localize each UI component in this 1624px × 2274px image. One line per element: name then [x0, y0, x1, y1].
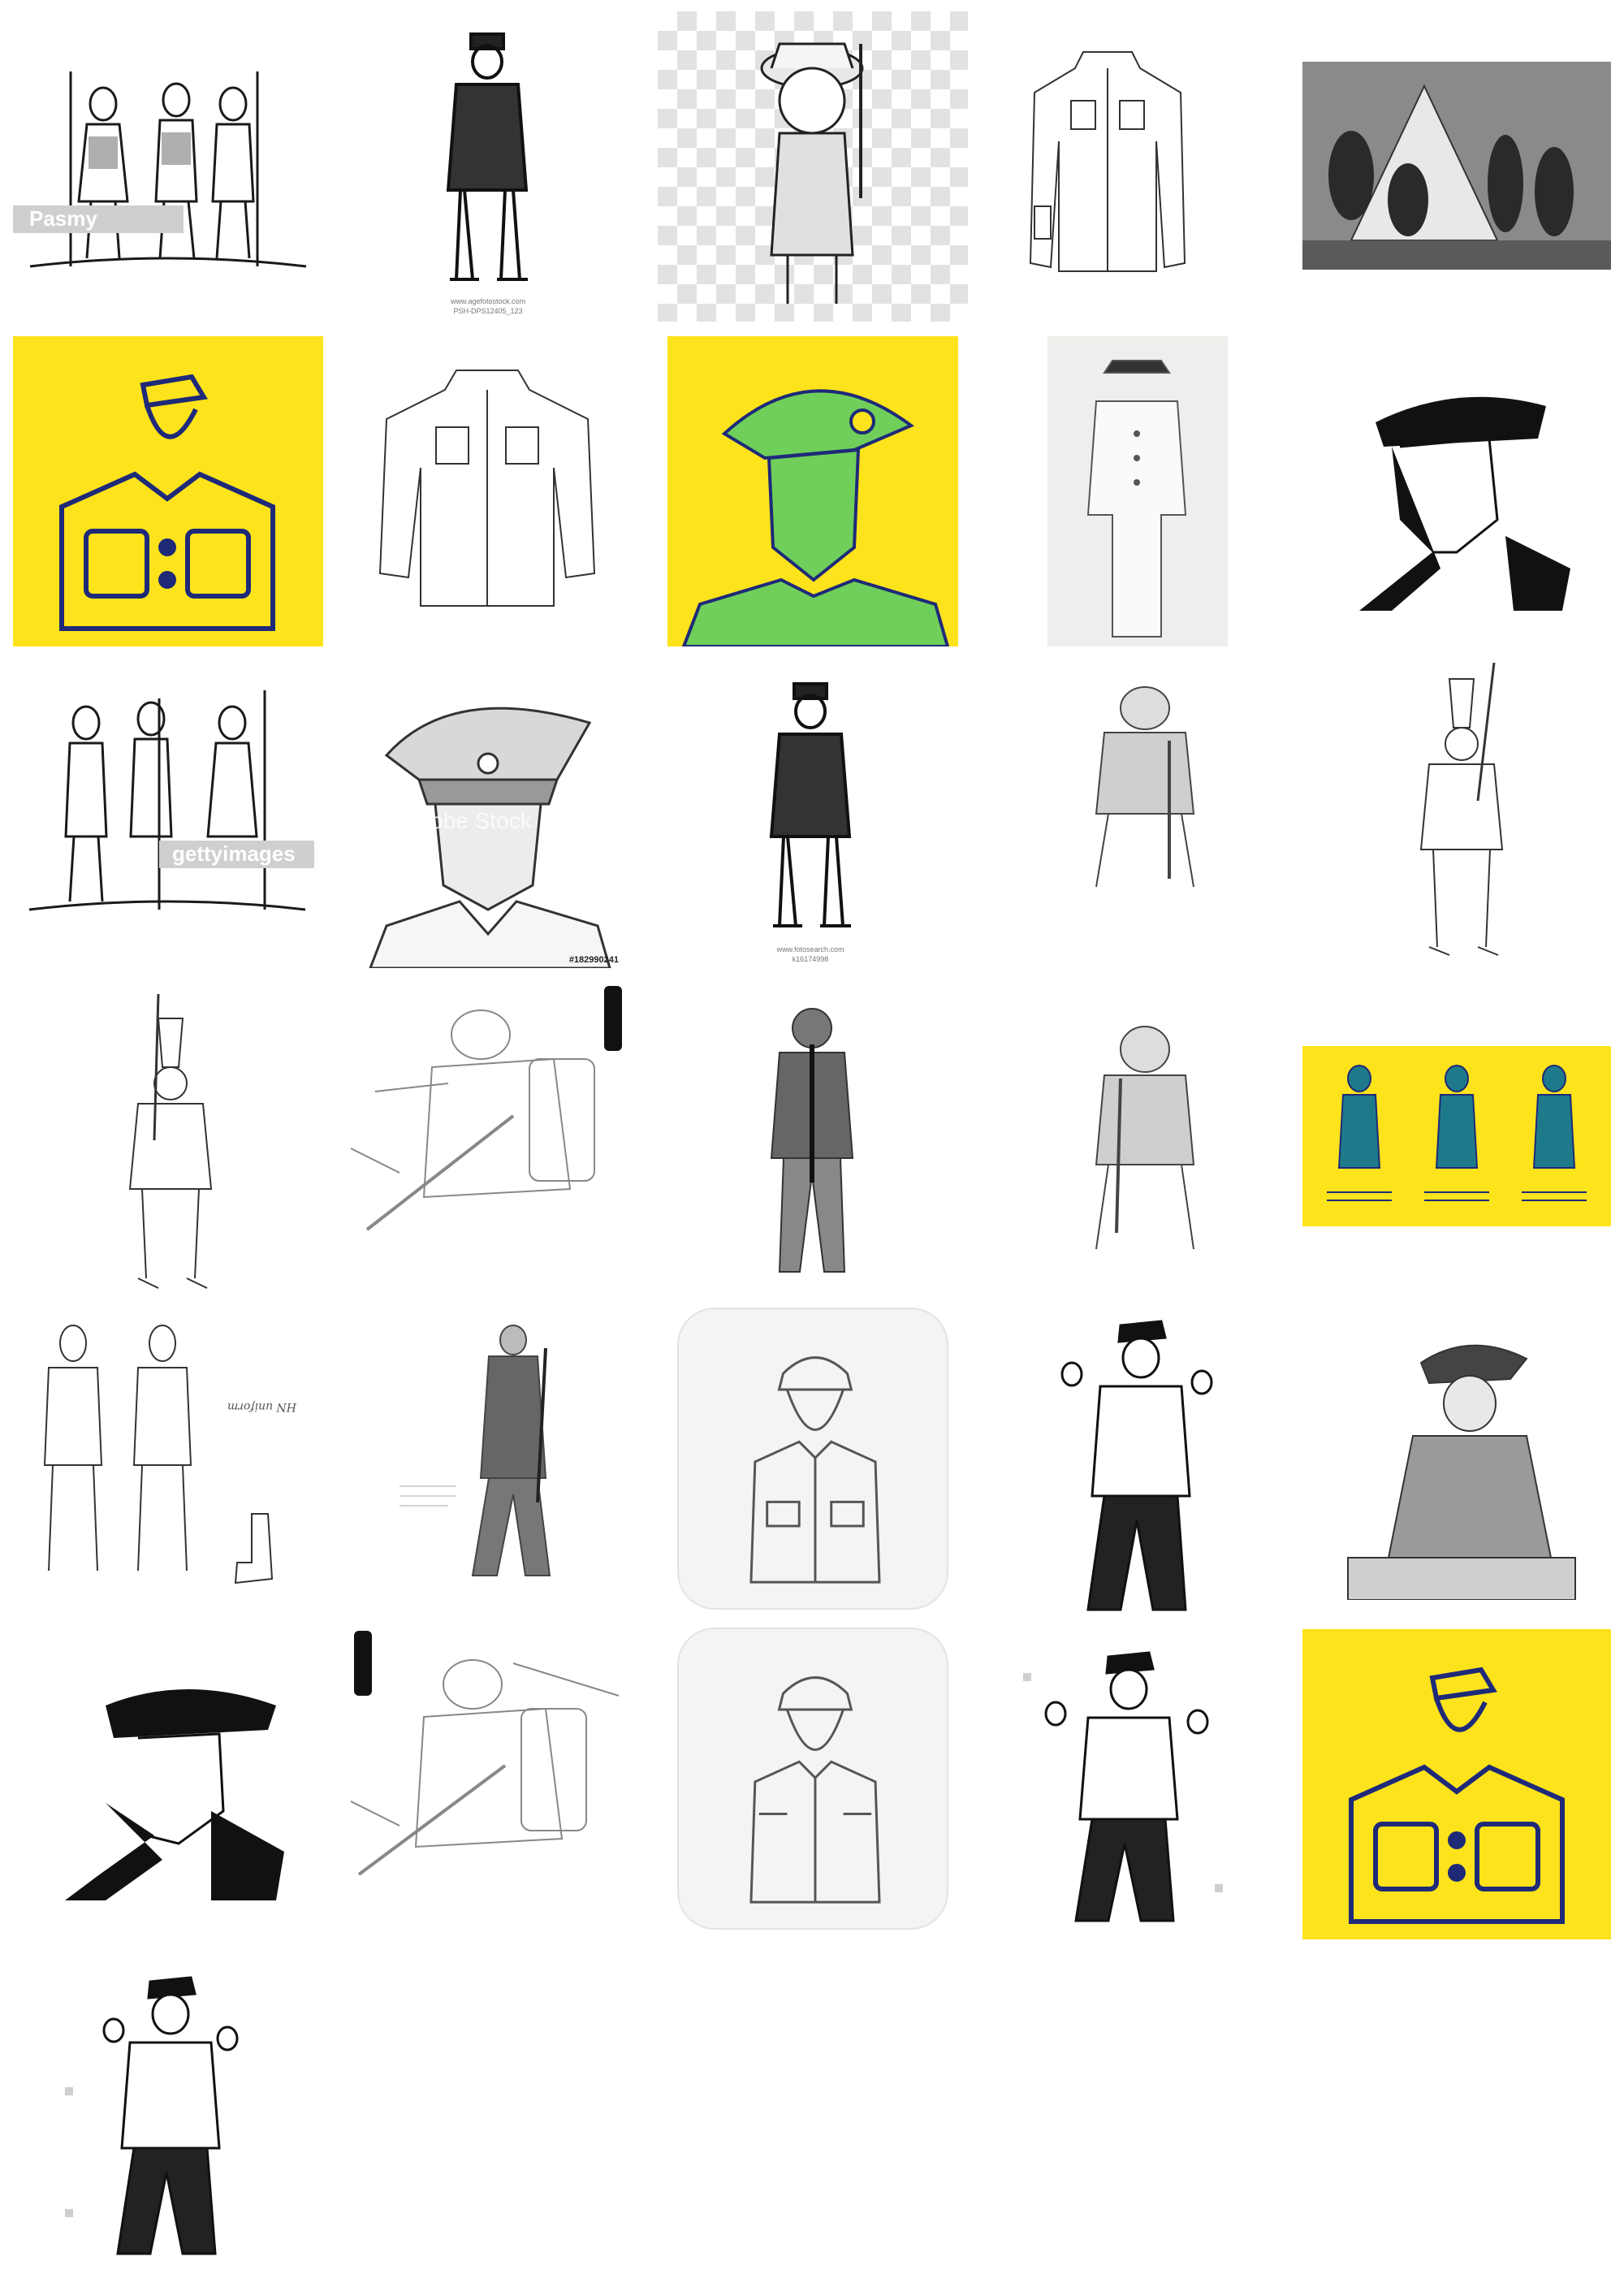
backpack-soldier-art [351, 1659, 620, 1876]
stock-watermark-bar [159, 841, 314, 868]
tile-soldier-backpack-sketch-2[interactable] [351, 1631, 628, 1925]
tile-three-soldiers-engraving[interactable]: Pasmy [13, 55, 323, 283]
gear-soldier-art [1095, 1026, 1195, 1250]
tile-uniform-jacket-outline-2[interactable] [375, 362, 599, 616]
pencil-soldier-art [400, 1325, 551, 1576]
ink-portrait-art [1359, 396, 1570, 611]
tile-caption: www.agefotostock.com [450, 297, 526, 305]
tile-soldier-walking-comic-3[interactable] [65, 1965, 268, 2258]
tile-caption-id: k16174998 [792, 955, 829, 963]
camp-engraving-art [1302, 62, 1611, 270]
grenadier-art [1419, 663, 1504, 956]
uniform-design-art [43, 1325, 274, 1584]
standing-soldier-art [769, 682, 852, 927]
uniform-icon-art [59, 374, 275, 631]
tile-caption-id: PSH-DPS12405_123 [453, 307, 523, 315]
tile-paper-doll-uniform[interactable] [1047, 336, 1228, 646]
stock-watermark-bar [13, 205, 184, 233]
tile-caption: www.fotosearch.com [776, 945, 844, 953]
tile-grenadier-outline[interactable] [1372, 663, 1551, 970]
stock-watermark-text: Pasmy [29, 206, 97, 231]
tile-soldier-walking-comic[interactable] [1056, 1309, 1218, 1613]
tile-modern-soldier-rifle[interactable] [731, 996, 893, 1301]
cap-portrait-art [369, 707, 611, 968]
tile-female-uniform-icon[interactable] [677, 1308, 948, 1610]
female-uniform-art [749, 1676, 881, 1904]
seated-officer-art [1347, 1344, 1576, 1600]
walking-soldier-art [1060, 1320, 1213, 1611]
stock-image-id: #182990241 [568, 955, 619, 965]
design-handwritten-note: HN uniform [227, 1400, 296, 1413]
ink-portrait-art [65, 1689, 284, 1900]
tile-soldier-standing-sketch[interactable]: www.agefotostock.com PSH-DPS12405_123 [383, 11, 593, 322]
tile-uniform-jacket-outline[interactable] [1026, 44, 1189, 281]
tile-uniform-icon-yellow-2[interactable] [1302, 1629, 1611, 1939]
gear-soldier-art [1095, 686, 1195, 888]
tile-officer-portrait-ink-2[interactable] [49, 1665, 292, 1900]
stock-watermark-text: Adobe Stock [403, 808, 532, 833]
walking-soldier-art [65, 1976, 239, 2255]
tile-uniform-design-sketch[interactable]: HN uniform [24, 1319, 309, 1595]
poster-soldiers-art [1327, 1065, 1587, 1201]
engraving-soldiers-art [29, 71, 307, 268]
tile-soldier-standing-sketch-2[interactable]: www.fotosearch.com k16174998 [703, 666, 918, 968]
standing-soldier-art [446, 32, 529, 281]
vertical-logo-badge [354, 1631, 372, 1696]
tile-cartoon-officer-with-sword[interactable] [658, 11, 968, 322]
tile-three-soldiers-engraving-2[interactable]: gettyimages [13, 674, 323, 931]
tile-officer-cap-portrait[interactable]: Adobe Stock #182990241 [354, 666, 622, 968]
stock-watermark-text: gettyimages [172, 841, 296, 866]
tile-modern-soldier-gear-sketch[interactable] [1047, 676, 1226, 897]
tile-modern-soldier-gear-sketch-2[interactable] [1047, 1014, 1226, 1257]
tile-officer-portrait-ink[interactable] [1343, 374, 1587, 611]
walking-soldier-art [1023, 1651, 1223, 1922]
tile-grenadier-outline-2[interactable] [89, 994, 252, 1301]
jacket-outline-art [378, 370, 596, 607]
paper-doll-art [1086, 360, 1187, 638]
jacket-outline-art [1029, 51, 1186, 272]
tile-three-soldiers-poster-yellow[interactable] [1302, 1046, 1611, 1226]
tile-soldier-portrait-green[interactable] [667, 336, 958, 646]
female-uniform-art [749, 1356, 881, 1584]
tile-uniform-icon-yellow[interactable] [13, 336, 323, 646]
cartoon-officer-art [760, 42, 864, 304]
uniform-icon-art [1349, 1667, 1565, 1924]
backpack-soldier-art [351, 1009, 595, 1231]
rifle-soldier-art [770, 1008, 854, 1273]
tile-soldier-pencil-drawing[interactable] [375, 1308, 599, 1608]
tile-soldier-backpack-sketch[interactable] [351, 986, 628, 1275]
grenadier-art [128, 994, 213, 1289]
tile-seated-officer-pencil[interactable] [1332, 1314, 1592, 1600]
green-portrait-art [681, 389, 950, 646]
tile-soldiers-camp-engraving[interactable] [1302, 62, 1611, 270]
tile-soldier-walking-comic-2[interactable] [1023, 1641, 1226, 1923]
tile-female-uniform-icon-2[interactable] [677, 1628, 948, 1930]
vertical-logo-badge [604, 986, 622, 1051]
engraving-soldiers-art [28, 690, 306, 911]
